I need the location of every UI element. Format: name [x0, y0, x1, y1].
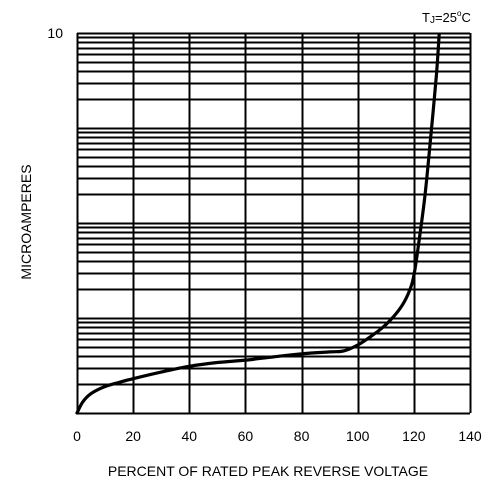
x-tick-label: 100: [346, 428, 370, 444]
x-tick-label: 80: [294, 428, 310, 444]
x-tick-label: 120: [402, 428, 426, 444]
x-tick-label: 60: [238, 428, 254, 444]
annotation-degree: o: [457, 9, 462, 18]
x-tick-label: 140: [458, 428, 482, 444]
y-tick-label: 10: [47, 25, 63, 41]
y-tick-labels: 10: [47, 25, 63, 41]
x-tick-labels: 0 20 40 60 80 100 120 140: [73, 428, 482, 444]
x-tick-label: 40: [181, 428, 197, 444]
annotation-value: =25: [435, 10, 457, 25]
y-axis-label: MICROAMPERES: [18, 164, 34, 279]
leakage-current-curve: [75, 33, 441, 415]
x-tick-label: 20: [125, 428, 141, 444]
annotation-subscript: J: [430, 15, 435, 26]
annotation-prefix: T: [422, 10, 430, 25]
x-tick-label: 0: [73, 428, 81, 444]
grid-lines: [76, 32, 472, 415]
junction-temperature-annotation: TJ=25oC: [422, 9, 471, 26]
annotation-unit: C: [461, 10, 470, 25]
x-axis-label: PERCENT OF RATED PEAK REVERSE VOLTAGE: [108, 463, 428, 479]
